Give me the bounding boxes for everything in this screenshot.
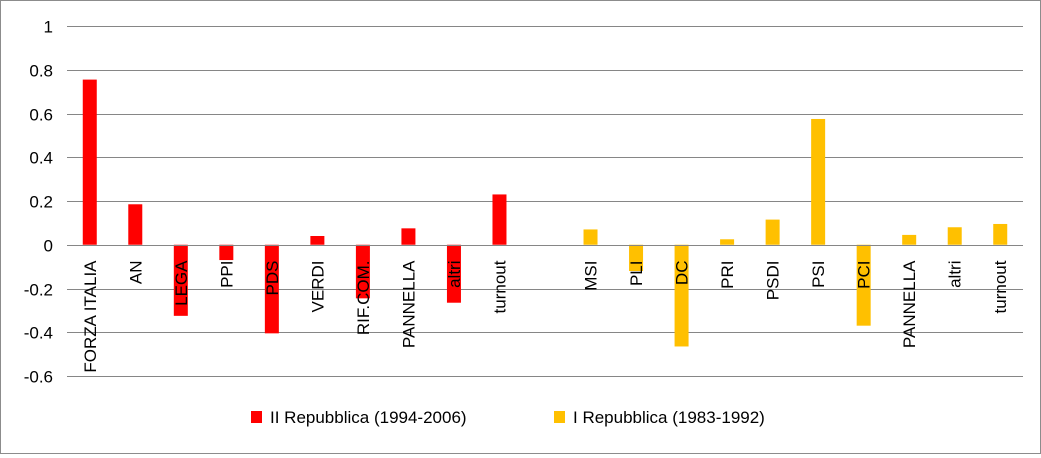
x-tick-label: altri: [946, 261, 965, 288]
bar-i-repubblica: [856, 244, 871, 326]
x-tick-label: FORZA ITALIA: [81, 260, 100, 373]
bar-ii-repubblica: [219, 244, 234, 261]
bar-i-repubblica: [629, 244, 644, 271]
bar-ii-repubblica: [401, 228, 416, 245]
bar-ii-repubblica: [355, 244, 370, 299]
y-tick-label: 0.2: [29, 193, 53, 212]
bar-ii-repubblica: [264, 244, 279, 334]
x-tick-label: PRI: [718, 261, 737, 289]
legend-swatch: [251, 411, 262, 423]
y-tick-label: 0: [44, 237, 53, 256]
x-tick-label: PPI: [217, 261, 236, 288]
x-tick-label: altri: [445, 261, 464, 288]
y-tick-label: 0.6: [29, 106, 53, 125]
bar-ii-repubblica: [128, 204, 143, 245]
bar-i-repubblica: [902, 234, 917, 245]
y-tick-label: 1: [44, 18, 53, 37]
gridlines: [67, 26, 1023, 377]
legend: II Repubblica (1994-2006) I Repubblica (1…: [251, 408, 765, 427]
bar-i-repubblica: [765, 219, 780, 245]
x-tick-label: RIF.COM.: [354, 261, 373, 336]
bar-i-repubblica: [947, 227, 962, 245]
y-tick-label: 0.8: [29, 62, 53, 81]
bar-i-repubblica: [993, 223, 1008, 245]
y-tick-label: 0.4: [29, 149, 53, 168]
legend-swatch: [554, 411, 565, 423]
x-tick-label: AN: [126, 261, 145, 285]
bar-i-repubblica: [720, 239, 735, 245]
bar-ii-repubblica: [492, 194, 507, 245]
legend-label: I Repubblica (1983-1992): [573, 408, 765, 427]
x-tick-label: turnout: [490, 260, 509, 313]
x-axis-labels: FORZA ITALIA AN LEGA PPI PDS VERDI RIF.COM. PAN…: [81, 260, 1010, 373]
x-tick-label: PSI: [809, 261, 828, 288]
bar-ii-repubblica: [446, 244, 461, 303]
bar-i-repubblica: [674, 244, 689, 347]
x-tick-label: PANNELLA: [900, 260, 919, 348]
x-tick-label: MSI: [582, 261, 601, 291]
x-tick-label: VERDI: [308, 261, 327, 313]
x-tick-label: LEGA: [172, 260, 191, 306]
bar-ii-repubblica: [173, 244, 188, 316]
bar-i-repubblica: [583, 229, 598, 245]
bars: [82, 79, 1008, 347]
y-tick-label: -0.2: [24, 281, 53, 300]
x-tick-label: turnout: [991, 260, 1010, 313]
y-tick-label: -0.6: [24, 368, 53, 387]
bar-ii-repubblica: [82, 79, 97, 245]
x-tick-label: PSDI: [764, 261, 783, 301]
x-tick-label: DC: [673, 261, 692, 286]
y-tick-label: -0.4: [24, 324, 53, 343]
x-tick-label: PDS: [263, 261, 282, 296]
legend-label: II Repubblica (1994-2006): [270, 408, 467, 427]
bar-ii-repubblica: [310, 236, 325, 245]
x-tick-label: PLI: [627, 261, 646, 287]
x-tick-label: PCI: [855, 261, 874, 289]
x-tick-label: PANNELLA: [399, 260, 418, 348]
bar-i-repubblica: [811, 118, 826, 245]
y-axis-ticks: -0.6 -0.4 -0.2 0 0.2 0.4 0.6 0.8 1: [24, 18, 53, 387]
